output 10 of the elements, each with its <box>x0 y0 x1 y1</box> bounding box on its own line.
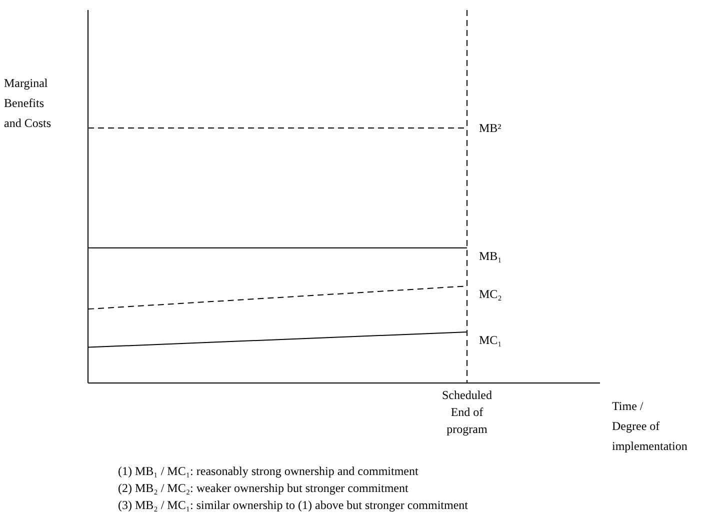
text: (1) MB₁ / MC₁: reasonably strong ownership and commitment <box>118 464 419 478</box>
x-axis-title: Time / Degree of implementation <box>612 399 688 453</box>
text: (2) MB₂ / MC₂: weaker ownership but stronger commitment <box>118 481 409 495</box>
series-label: MC₁ <box>479 333 502 347</box>
series-label: MC₂ <box>479 287 502 302</box>
text: (3) MB₂ / MC₁: similar ownership to (1) above but stronger commitment <box>118 498 469 512</box>
y-axis-title: Marginal Benefits and Costs <box>4 76 52 130</box>
series-label: MB² <box>479 121 502 135</box>
series-label: MB₁ <box>479 248 502 263</box>
text: Scheduled End of program <box>442 388 492 436</box>
